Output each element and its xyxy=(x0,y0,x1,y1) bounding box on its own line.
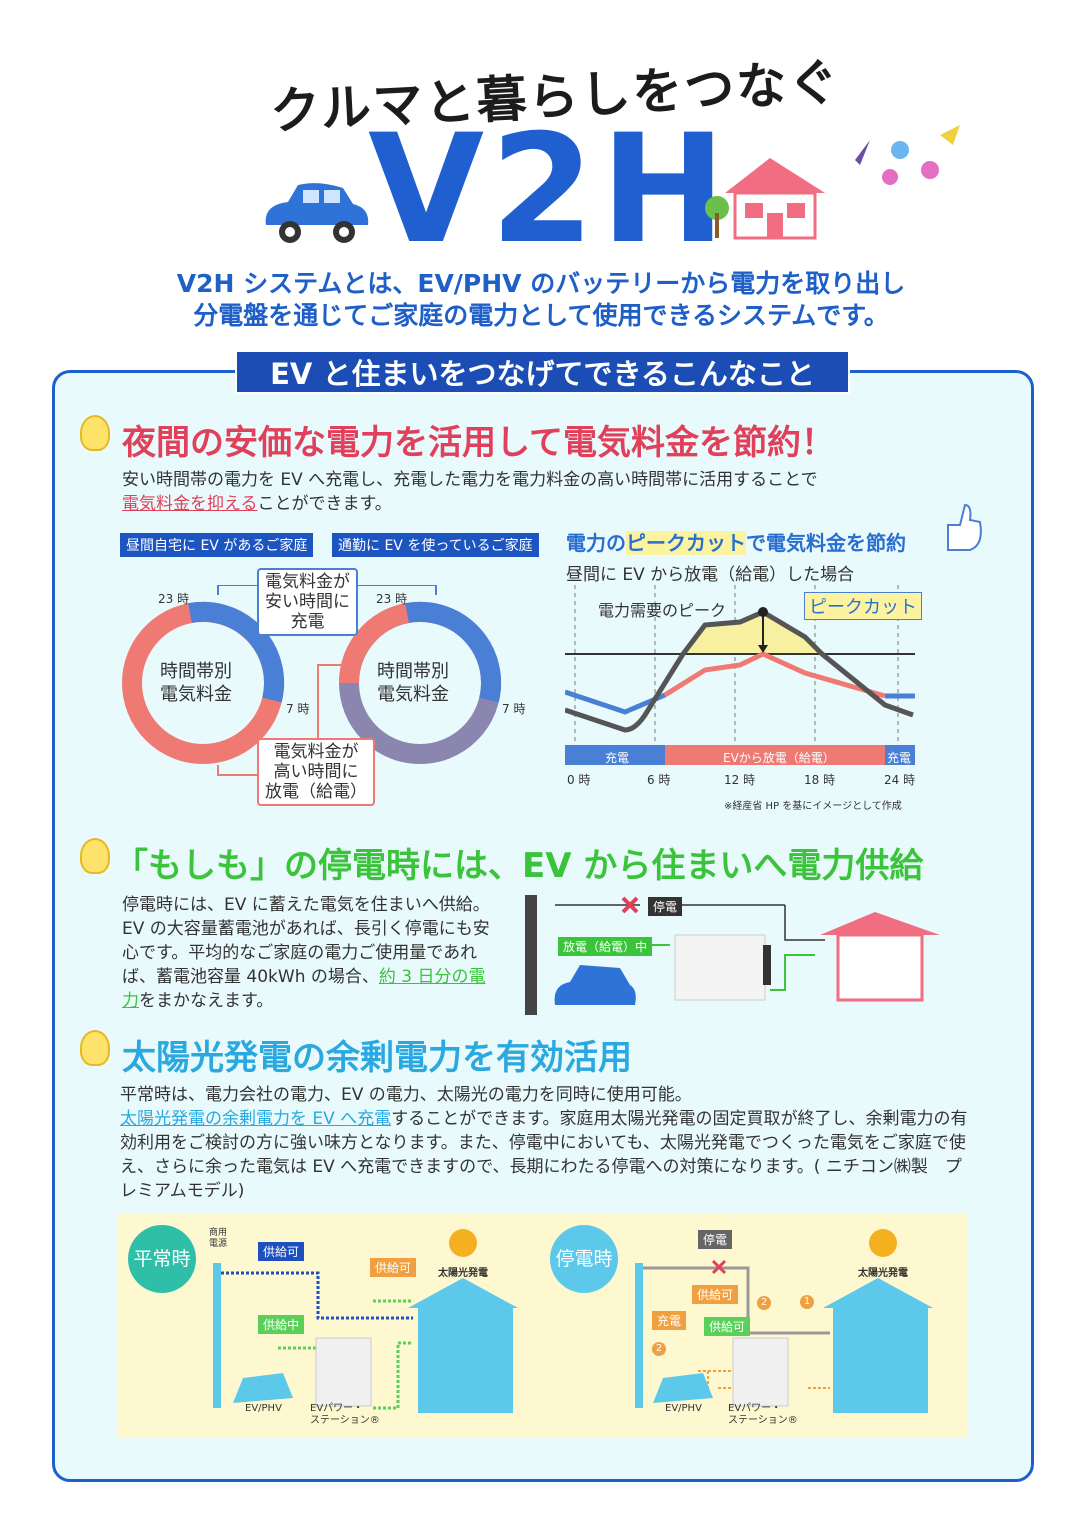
section3-heading: 太陽光発電の余剰電力を有効活用 xyxy=(122,1038,632,1078)
x-tick: 6 時 xyxy=(647,773,671,787)
normal-badge: 平常時 xyxy=(128,1225,196,1293)
x-tick: 24 時 xyxy=(884,773,916,787)
main-title: V2H xyxy=(368,103,732,277)
section1-heading: 夜間の安価な電力を活用して電気料金を節約！ xyxy=(122,423,835,463)
peak-cut-chart xyxy=(565,585,915,765)
body-text: をまかなえます。 xyxy=(139,991,274,1011)
section2-body: 停電時には、EV に蓄えた電気を住まいへ供給。EV の大容量蓄電池があれば、長引… xyxy=(122,893,492,1013)
chart-subtitle: 昼間に EV から放電（給電）した場合 xyxy=(566,565,855,585)
ev-power-station xyxy=(674,934,766,1001)
bar-charge-2-label: 充電 xyxy=(887,751,912,765)
bar-charge-label: 充電 xyxy=(605,751,630,765)
house-icon xyxy=(836,933,924,1002)
ring-left-23h: 23 時 xyxy=(158,592,190,606)
chart-title-highlight: ピークカット xyxy=(626,531,746,555)
body-text: 安い時間帯の電力を EV へ充電し、充電した電力を電力料金の高い時間帯に活用する… xyxy=(122,470,818,490)
bar-discharge-label: EVから放電（給電） xyxy=(723,751,835,765)
peak-area xyxy=(683,612,822,654)
step-2-marker: 2 xyxy=(757,1296,771,1310)
normal-scene xyxy=(213,1229,518,1413)
x-tick: 12 時 xyxy=(724,773,756,787)
section2-heading: 「もしも」の停電時には、EV から住まいへ電力供給 xyxy=(114,846,924,886)
highlight-link: 約 3 日分の電力 xyxy=(122,967,486,1011)
step-2-marker: 2 xyxy=(652,1342,666,1356)
ring-left-7h: 7 時 xyxy=(286,702,310,716)
station-label: EVパワー・ ステーション® xyxy=(310,1403,380,1426)
ev-label: EV/PHV xyxy=(245,1403,282,1414)
butterflies-flowers-icon xyxy=(840,125,960,185)
ring-left-blue xyxy=(188,601,285,703)
body-text: 平常時は、電力会社の電力、EV の電力、太陽光の電力を同時に使用可能。 xyxy=(120,1085,692,1105)
outage-label: 停電 xyxy=(648,897,683,916)
lightbulb-icon xyxy=(80,838,110,874)
ev-supply-ok-label: 供給可 xyxy=(704,1317,751,1336)
peakcut-label: ピークカット xyxy=(804,592,922,620)
ring-right-center: 時間帯別 電気料金 xyxy=(377,661,449,705)
thumbs-up-icon xyxy=(947,503,982,551)
badge-commute-ev: 通勤に EV を使っているご家庭 xyxy=(332,533,539,557)
solar-supply-ok-label: 供給可 xyxy=(692,1285,739,1304)
discharge-line xyxy=(663,651,886,699)
ring-right-7h: 7 時 xyxy=(502,702,526,716)
section1-body: 安い時間帯の電力を EV へ充電し、充電した電力を電力料金の高い時間帯に活用する… xyxy=(122,468,922,516)
subtitle-line-2: 分電盤を通じてご家庭の電力として使用できるシステムです。 xyxy=(193,301,889,330)
lightbulb-icon xyxy=(80,1030,110,1066)
solar-label: 太陽光発電 xyxy=(858,1268,908,1279)
station-label: EVパワー・ ステーション® xyxy=(728,1403,798,1426)
peak-label: 電力需要のピーク xyxy=(598,601,727,620)
solar-label: 太陽光発電 xyxy=(438,1268,488,1279)
subtitle-line-1: V2H システムとは、EV/PHV のバッテリーから電力を取り出し xyxy=(176,269,906,298)
ring-right-blue xyxy=(405,601,502,703)
chart-title-text: 電力の xyxy=(566,531,626,555)
outage-scene xyxy=(635,1229,933,1413)
supply-ok-label: 供給可 xyxy=(258,1242,305,1261)
utility-pole xyxy=(525,895,537,1015)
discharge-label: 放電（給電）中 xyxy=(558,937,653,956)
chart-title: 電力のピークカットで電気料金を節約 xyxy=(566,527,906,556)
lightbulb-icon xyxy=(80,415,110,451)
charge-label: 充電 xyxy=(652,1311,687,1330)
ring-right-red xyxy=(338,603,410,684)
high-discharge-box: 電気料金が 高い時間に 放電（給電） xyxy=(257,738,375,806)
source-note: ※経産省 HP を基にイメージとして作成 xyxy=(724,801,902,812)
section3-body: 平常時は、電力会社の電力、EV の電力、太陽光の電力を同時に使用可能。 太陽光発電… xyxy=(120,1083,970,1203)
bar-charge-2 xyxy=(885,745,915,765)
highlight-link: 電気料金を抑える xyxy=(122,494,258,514)
demand-line xyxy=(565,609,914,733)
car-icon xyxy=(265,183,369,243)
solar-supply-ok-label: 供給可 xyxy=(370,1258,417,1277)
body-text: することができます。家庭用太陽光発電の固定買取が終了し、余剰電力の有効利用をご検… xyxy=(120,1109,968,1201)
x-tick: 18 時 xyxy=(804,773,836,787)
bar-charge xyxy=(565,745,665,765)
car-icon xyxy=(554,965,636,1005)
highlight-link: 太陽光発電の余剰電力を EV へ充電 xyxy=(120,1109,392,1129)
x-tick: 0 時 xyxy=(567,773,591,787)
rate-rings xyxy=(122,585,502,776)
house-icon xyxy=(705,158,825,240)
body-text: ことができます。 xyxy=(257,494,392,514)
bar-discharge xyxy=(665,745,885,765)
outage-label: 停電 xyxy=(698,1230,733,1249)
outage-badge: 停電時 xyxy=(550,1225,618,1293)
step-1-marker: 1 xyxy=(800,1295,814,1309)
badge-home-ev: 昼間自宅に EV があるご家庭 xyxy=(120,533,314,557)
ring-right-23h: 23 時 xyxy=(376,592,408,606)
outage-diagram xyxy=(525,895,940,1015)
section-band: EV と住まいをつなげてできるこんなこと xyxy=(235,350,850,394)
grid-label: 商用 電源 xyxy=(209,1228,228,1249)
cheap-charge-box: 電気料金が 安い時間に 充電 xyxy=(257,568,358,636)
solar-diagram-graphics xyxy=(213,1229,933,1413)
ev-label: EV/PHV xyxy=(665,1403,702,1414)
body-text: 停電時には、EV に蓄えた電気を住まいへ供給。EV の大容量蓄電池があれば、長引… xyxy=(122,895,490,987)
supplying-label: 供給中 xyxy=(258,1315,305,1334)
ring-left-center: 時間帯別 電気料金 xyxy=(160,661,232,705)
cross-icon xyxy=(621,896,639,914)
chart-title-text: で電気料金を節約 xyxy=(746,531,906,555)
